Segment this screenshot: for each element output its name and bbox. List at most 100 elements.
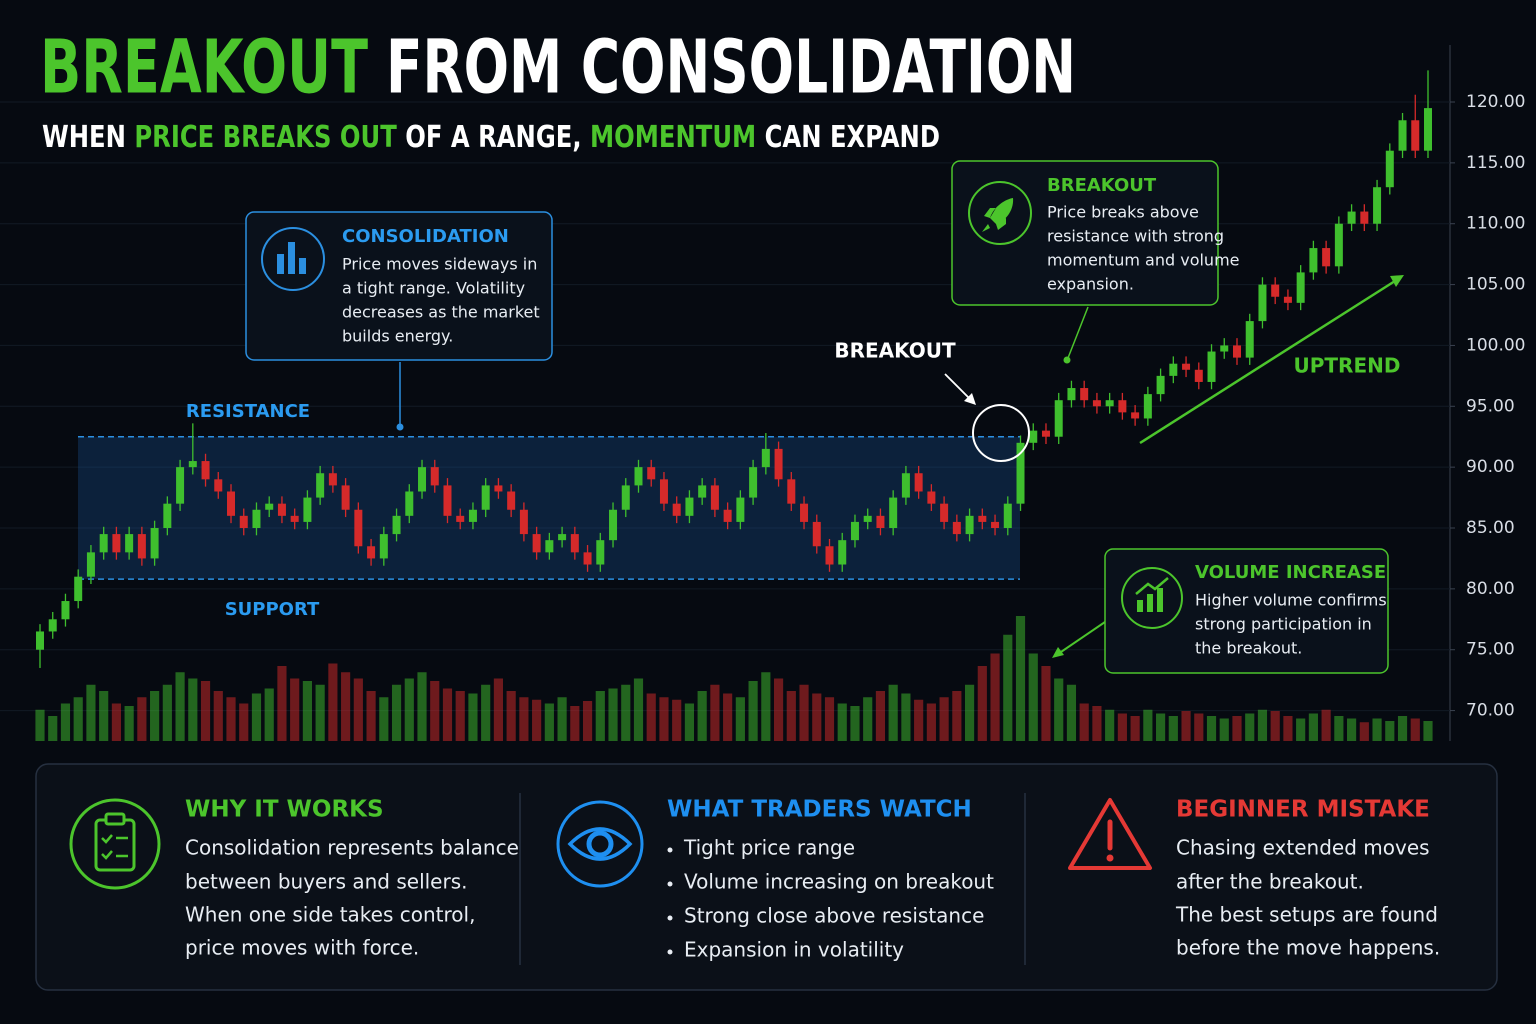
volume-bar <box>1028 653 1038 741</box>
volume-bar <box>328 663 338 741</box>
volume-bar <box>379 697 389 741</box>
candle-body <box>1105 400 1114 407</box>
volume-bar <box>697 691 707 741</box>
volume-bar <box>812 693 822 741</box>
callout-text: builds energy. <box>342 327 453 346</box>
volume-bar <box>633 678 644 741</box>
volume-bar <box>353 678 363 741</box>
volume-bar <box>863 697 873 741</box>
volume-bar <box>621 684 631 741</box>
volume-bar <box>850 706 860 741</box>
candle-body <box>991 521 1000 529</box>
volume-bar <box>111 703 121 741</box>
volume-bar <box>684 703 695 741</box>
title-accent: BREAKOUT <box>40 25 368 111</box>
panel-text: Chasing extended moves <box>1176 836 1430 860</box>
subtitle-accent: MOMENTUM <box>590 120 756 155</box>
volume-bar <box>1117 713 1127 741</box>
candle-body <box>914 473 923 492</box>
bullet <box>667 881 673 887</box>
panel-text: Expansion in volatility <box>684 938 904 962</box>
candle-body <box>468 509 477 522</box>
eye-icon <box>586 830 614 858</box>
candle-body <box>1054 400 1063 437</box>
candle-body <box>303 497 312 522</box>
candle-body <box>443 485 452 516</box>
bullet <box>667 915 673 921</box>
volume-bar <box>875 691 886 741</box>
volume-bar <box>251 693 262 741</box>
volume-bar <box>1245 713 1255 741</box>
arrow-head <box>1052 647 1064 658</box>
candle-body <box>239 515 248 529</box>
volume-bar <box>710 684 720 741</box>
icon <box>288 242 295 274</box>
candle-body <box>1347 211 1356 224</box>
volume-bar <box>1003 634 1013 741</box>
volume-bar <box>1308 713 1318 741</box>
candle-body <box>863 515 872 522</box>
icon-ring <box>968 181 1032 245</box>
callout-text: the breakout. <box>1195 639 1302 658</box>
volume-bar <box>277 666 287 741</box>
title: FROM CONSOLIDATION <box>386 25 1076 111</box>
volume-bar <box>1423 721 1433 741</box>
connector-dot <box>396 423 404 431</box>
volume-bar <box>990 653 1000 741</box>
consolidation-callout: CONSOLIDATION Price moves sideways in a … <box>245 211 553 431</box>
candle-body <box>418 467 427 492</box>
candle-body <box>889 497 898 529</box>
candle-body <box>698 485 707 498</box>
candle-body <box>532 534 541 553</box>
volume-bar <box>761 672 771 741</box>
volume-bar <box>1219 718 1229 741</box>
candle-body <box>1220 345 1229 352</box>
candle-body <box>163 503 172 529</box>
panel-text: between buyers and sellers. <box>185 870 467 894</box>
candle-body <box>812 521 821 547</box>
candle-body <box>456 515 465 522</box>
volume-bar <box>290 678 300 741</box>
callout-title: VOLUME INCREASE <box>1195 562 1386 583</box>
candle-body <box>1156 375 1165 395</box>
volume-bar <box>404 678 414 741</box>
volume-bar <box>366 691 376 741</box>
candle-body <box>749 467 758 498</box>
candle-body <box>392 515 401 535</box>
plot <box>35 70 1433 741</box>
candle-body <box>1207 351 1216 382</box>
volume-bar <box>188 678 198 741</box>
candle-body <box>367 546 376 559</box>
breakout-circle <box>972 404 1030 462</box>
candle-body <box>1309 248 1318 273</box>
callout-text: decreases as the market <box>342 303 540 322</box>
candle-body <box>214 479 223 492</box>
candle-body <box>176 467 185 504</box>
info-panel: WHY IT WORKS Consolidation represents ba… <box>35 763 1498 991</box>
volume-bar <box>1347 718 1357 741</box>
breakout-label: BREAKOUT <box>834 339 956 363</box>
candle-body <box>558 534 567 541</box>
icon-ring <box>1121 567 1183 629</box>
icon <box>1135 577 1169 595</box>
candle-body <box>876 515 885 529</box>
volume-bar <box>672 699 682 741</box>
volume-bar <box>888 684 898 741</box>
volume-bar <box>582 701 593 741</box>
volume-bar <box>1372 718 1382 741</box>
volume-bar <box>341 672 351 741</box>
volume-bar <box>200 681 211 741</box>
candle-body <box>316 473 325 498</box>
candle-body <box>940 503 949 522</box>
panel-text: after the breakout. <box>1176 870 1364 894</box>
clipboard-icon <box>101 834 128 860</box>
arrow-head <box>964 393 976 405</box>
candle-body <box>48 619 57 632</box>
volume-bar <box>86 684 96 741</box>
volume-bar <box>1296 718 1306 741</box>
volume-bar <box>1206 716 1217 741</box>
callout-text: Price moves sideways in <box>342 255 537 274</box>
uptrend-label: UPTREND <box>1294 354 1401 378</box>
volume-bar <box>1054 678 1064 741</box>
volume-bar <box>1079 703 1089 741</box>
